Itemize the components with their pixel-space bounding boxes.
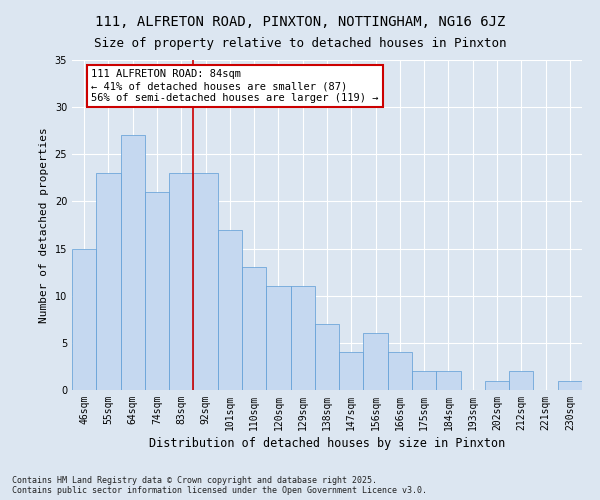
Bar (485, 380, 509, 390)
Bar (121, 136, 145, 390)
Text: 111 ALFRETON ROAD: 84sqm
← 41% of detached houses are smaller (87)
56% of semi-d: 111 ALFRETON ROAD: 84sqm ← 41% of detach… (91, 70, 379, 102)
Bar (412, 371, 436, 390)
Bar (169, 173, 193, 390)
Bar (242, 268, 266, 390)
Bar (218, 230, 242, 390)
Bar (315, 324, 339, 390)
Bar (558, 380, 582, 390)
Bar (193, 173, 218, 390)
Bar (72, 248, 96, 390)
Bar (145, 192, 169, 390)
Text: Size of property relative to detached houses in Pinxton: Size of property relative to detached ho… (94, 38, 506, 51)
Text: Contains HM Land Registry data © Crown copyright and database right 2025.
Contai: Contains HM Land Registry data © Crown c… (12, 476, 427, 495)
Bar (290, 286, 315, 390)
Y-axis label: Number of detached properties: Number of detached properties (39, 127, 49, 323)
Bar (96, 173, 121, 390)
Bar (388, 352, 412, 390)
Bar (509, 371, 533, 390)
Bar (339, 352, 364, 390)
X-axis label: Distribution of detached houses by size in Pinxton: Distribution of detached houses by size … (149, 437, 505, 450)
Bar (364, 334, 388, 390)
Bar (266, 286, 290, 390)
Bar (436, 371, 461, 390)
Text: 111, ALFRETON ROAD, PINXTON, NOTTINGHAM, NG16 6JZ: 111, ALFRETON ROAD, PINXTON, NOTTINGHAM,… (95, 15, 505, 29)
